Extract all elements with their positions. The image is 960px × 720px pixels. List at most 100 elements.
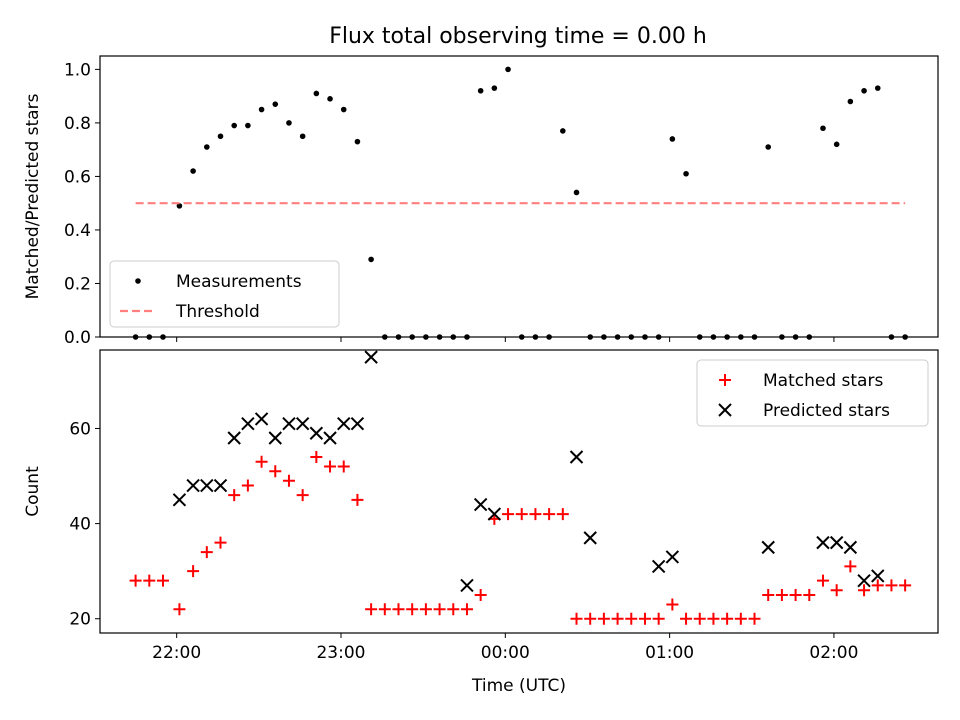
matched-star-point bbox=[816, 574, 829, 587]
matched-star-point bbox=[337, 460, 350, 473]
predicted-star-point bbox=[200, 478, 214, 493]
predicted-star-point bbox=[337, 417, 351, 431]
matched-star-point bbox=[269, 465, 282, 478]
predicted-star-point bbox=[254, 412, 269, 426]
matched-star-point bbox=[406, 603, 419, 616]
matched-star-point bbox=[296, 489, 309, 502]
measurement-point bbox=[204, 144, 210, 150]
predicted-star-point bbox=[350, 417, 365, 431]
matched-star-point bbox=[255, 455, 268, 468]
matched-star-point bbox=[310, 451, 323, 464]
matched-star-point bbox=[156, 574, 169, 587]
matched-star-point bbox=[241, 479, 254, 492]
predicted-star-point bbox=[309, 426, 324, 440]
y-tick-label: 0.2 bbox=[64, 274, 91, 294]
matched-star-point bbox=[693, 612, 706, 625]
measurement-point bbox=[313, 90, 320, 97]
x-tick-label: 23:00 bbox=[316, 643, 365, 663]
measurement-point bbox=[231, 122, 237, 129]
legend-predicted-swatch bbox=[718, 403, 732, 417]
y-tick-label: 40 bbox=[69, 515, 91, 535]
predicted-star-point bbox=[460, 578, 474, 593]
matched-star-point bbox=[899, 579, 912, 592]
measurement-point bbox=[505, 66, 511, 73]
predicted-star-point bbox=[487, 507, 502, 521]
predicted-star-point bbox=[364, 350, 378, 364]
legend-label: Matched stars bbox=[763, 371, 883, 391]
legend-label: Threshold bbox=[175, 302, 260, 322]
matched-star-point bbox=[680, 612, 693, 625]
predicted-star-point bbox=[665, 550, 680, 564]
predicted-star-point bbox=[583, 531, 597, 545]
matched-star-point bbox=[638, 612, 651, 625]
measurement-point bbox=[272, 101, 279, 107]
matched-star-point bbox=[447, 603, 460, 616]
matched-star-point bbox=[625, 612, 638, 625]
predicted-star-point bbox=[323, 431, 337, 445]
measurement-point bbox=[340, 106, 347, 113]
measurement-point bbox=[286, 120, 292, 126]
matched-star-point bbox=[789, 588, 802, 601]
predicted-star-point bbox=[473, 497, 488, 512]
x-tick-label: 02:00 bbox=[809, 643, 858, 663]
matched-star-point bbox=[433, 603, 446, 616]
measurement-point bbox=[847, 98, 854, 105]
matched-star-point bbox=[748, 612, 761, 625]
matched-star-point bbox=[844, 560, 857, 573]
measurement-point bbox=[258, 106, 265, 113]
matched-star-point bbox=[474, 588, 487, 601]
x-tick-label: 22:00 bbox=[152, 643, 201, 663]
matched-star-point bbox=[351, 493, 364, 506]
ratio-panel: 0.0 0.2 0.4 0.6 0.8 1.0 Matched/Predicted star… bbox=[23, 55, 939, 348]
axes-frame bbox=[99, 349, 939, 634]
measurement-point bbox=[217, 133, 224, 140]
predicted-star-point bbox=[857, 573, 871, 588]
measurement-point bbox=[820, 125, 826, 132]
matched-star-point bbox=[543, 508, 556, 521]
matched-star-point bbox=[214, 536, 227, 549]
matched-star-point bbox=[282, 474, 295, 487]
matched-star-point bbox=[143, 574, 156, 587]
legend-measurement-swatch bbox=[135, 278, 141, 284]
predicted-star-point bbox=[871, 569, 885, 583]
legend-box bbox=[109, 260, 340, 328]
measurement-point bbox=[765, 144, 772, 150]
measurement-point bbox=[560, 128, 566, 134]
measurement-point bbox=[190, 168, 196, 174]
matched-star-point bbox=[885, 579, 898, 592]
matched-star-point bbox=[570, 612, 583, 625]
predicted-star-point bbox=[829, 535, 844, 550]
x-tick-label: 00:00 bbox=[481, 643, 530, 663]
matched-star-point bbox=[707, 612, 720, 625]
matched-star-point bbox=[515, 508, 528, 521]
predicted-star-point bbox=[227, 431, 241, 445]
predicted-star-point bbox=[241, 417, 255, 431]
measurement-point bbox=[573, 189, 580, 196]
predicted-star-point bbox=[213, 478, 228, 493]
matched-star-point bbox=[419, 603, 432, 616]
matched-star-point bbox=[502, 508, 515, 521]
predicted-star-point bbox=[569, 450, 584, 464]
predicted-star-point bbox=[268, 431, 282, 445]
count-panel: 22:00 23:00 00:00 01:00 02:00 20 40 60 Count Time… bbox=[23, 349, 939, 696]
matched-star-point bbox=[378, 603, 391, 616]
matched-star-point bbox=[556, 508, 569, 521]
predicted-star-point bbox=[761, 540, 775, 555]
measurement-point bbox=[176, 203, 183, 209]
matched-star-point bbox=[858, 584, 871, 597]
measurement-point bbox=[354, 138, 361, 145]
y-axis-label: Matched/Predicted stars bbox=[23, 93, 43, 299]
y-tick-label: 0.0 bbox=[64, 328, 91, 348]
legend: Matched stars Predicted stars bbox=[696, 359, 929, 427]
matched-star-point bbox=[803, 588, 816, 601]
predicted-star-point bbox=[186, 478, 200, 493]
matched-star-point bbox=[460, 603, 473, 616]
measurement-point bbox=[874, 85, 881, 91]
y-tick-label: 60 bbox=[69, 419, 91, 439]
measurement-point bbox=[683, 170, 689, 177]
y-tick-label: 0.8 bbox=[64, 114, 91, 134]
matched-star-point bbox=[762, 588, 775, 601]
measurement-point bbox=[368, 256, 374, 263]
predicted-star-point bbox=[282, 417, 296, 431]
chart-title: Flux total observing time = 0.00 h bbox=[329, 24, 707, 49]
